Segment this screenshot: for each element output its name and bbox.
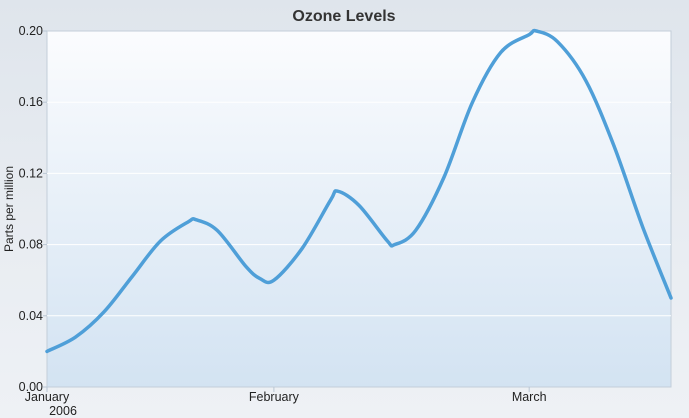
- y-tick-label: 0.12: [19, 166, 43, 180]
- y-tick-label: 0.00: [19, 380, 43, 394]
- series-line-ozone: [45, 28, 673, 354]
- plot-area: [46, 30, 672, 388]
- y-axis-title: Parts per million: [2, 166, 16, 252]
- x-tick-sublabel: 2006: [49, 404, 77, 418]
- y-tick-label: 0.20: [19, 24, 43, 38]
- x-tick-label: March: [512, 390, 547, 404]
- chart-title: Ozone Levels: [292, 8, 395, 25]
- y-tick-label: 0.04: [19, 309, 43, 323]
- y-tick-label: 0.08: [19, 238, 43, 252]
- gridlines: [47, 101, 671, 317]
- y-tick-label: 0.16: [19, 95, 43, 109]
- x-tick-label: January: [25, 390, 70, 404]
- y-axis-ticks: 0.00 0.04 0.08 0.12 0.16 0.20: [19, 24, 47, 394]
- x-tick-label: February: [249, 390, 300, 404]
